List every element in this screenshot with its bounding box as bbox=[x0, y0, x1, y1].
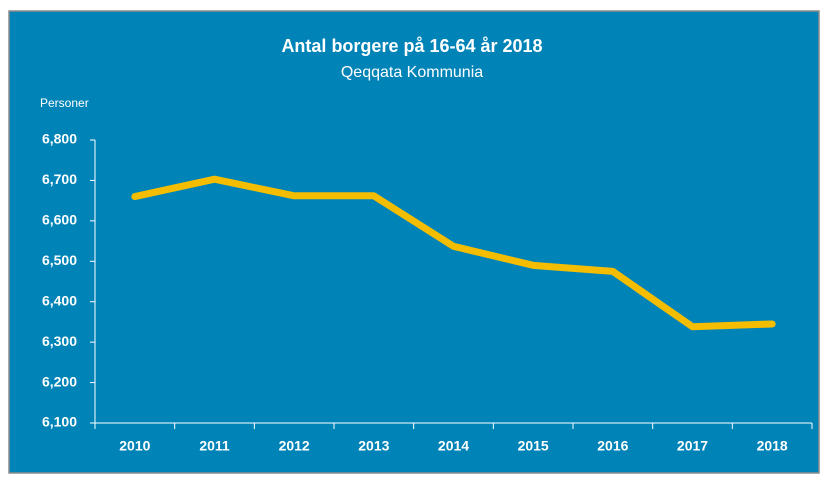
y-axis-label: Personer bbox=[40, 96, 89, 110]
y-tick-label: 6,400 bbox=[42, 292, 77, 308]
data-line bbox=[131, 175, 776, 331]
x-tick-label: 2014 bbox=[438, 438, 469, 454]
x-tick-label: 2015 bbox=[518, 438, 549, 454]
chart-title: Antal borgere på 16-64 år 2018 bbox=[281, 36, 542, 56]
x-tick-label: 2018 bbox=[757, 438, 788, 454]
chart-subtitle: Qeqqata Kommunia bbox=[341, 64, 483, 81]
y-tick-label: 6,100 bbox=[42, 414, 77, 430]
y-tick-label: 6,700 bbox=[42, 171, 77, 187]
y-tick-label: 6,500 bbox=[42, 252, 77, 268]
x-tick-label: 2017 bbox=[677, 438, 708, 454]
x-tick-label: 2012 bbox=[279, 438, 310, 454]
x-tick-label: 2010 bbox=[119, 438, 150, 454]
y-tick-label: 6,300 bbox=[42, 333, 77, 349]
x-tick-label: 2016 bbox=[597, 438, 628, 454]
x-tick-label: 2011 bbox=[199, 438, 230, 454]
x-tick-label: 2013 bbox=[358, 438, 389, 454]
y-tick-label: 6,200 bbox=[42, 373, 77, 389]
chart-background bbox=[8, 10, 820, 474]
y-tick-label: 6,600 bbox=[42, 212, 77, 228]
y-tick-label: 6,800 bbox=[42, 131, 77, 147]
